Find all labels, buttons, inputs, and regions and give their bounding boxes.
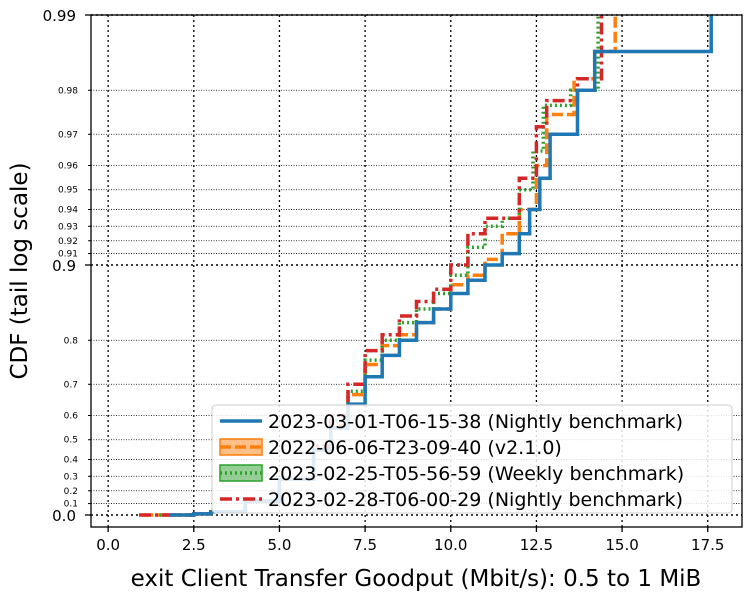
y-minor-tick-label: 0.94 [58, 206, 78, 216]
plot-frame [90, 14, 743, 528]
y-minor-tick-label: 0.98 [58, 86, 78, 96]
x-axis-label: exit Client Transfer Goodput (Mbit/s): 0… [131, 566, 702, 592]
y-minor-tick-label: 0.97 [58, 130, 78, 140]
y-axis-label: CDF (tail log scale) [7, 162, 33, 379]
x-tick-label: 5.0 [268, 536, 292, 554]
y-minor-tick-label: 0.93 [58, 222, 78, 232]
y-minor-tick-label: 0.4 [64, 456, 79, 466]
y-minor-tick-label: 0.91 [58, 250, 78, 260]
x-tick-label: 2.5 [182, 536, 206, 554]
y-major-tick-label: 0.0 [52, 507, 76, 525]
x-tick-label: 10.0 [434, 536, 467, 554]
x-tick-label: 17.5 [691, 536, 724, 554]
ticks: 0.0 2.5 5.0 7.5 10.0 12.5 15.0 17.5 0.1 0.2 0.3 0.4… [43, 7, 725, 554]
y-minor-tick-label: 0.6 [64, 412, 79, 422]
x-tick-label: 7.5 [353, 536, 377, 554]
x-tick-label: 15.0 [605, 536, 638, 554]
legend-label: 2023-02-28-T06-00-29 (Nightly benchmark) [268, 489, 683, 511]
legend-label: 2023-02-25-T05-56-59 (Weekly benchmark) [268, 463, 684, 485]
y-minor-tick-label: 0.7 [64, 380, 78, 390]
legend-label: 2022-06-06-T23-09-40 (v2.1.0) [268, 437, 562, 459]
x-tick-label: 12.5 [520, 536, 553, 554]
y-minor-tick-label: 0.2 [64, 487, 78, 497]
y-minor-tick-label: 0.95 [58, 186, 78, 196]
y-minor-tick-label: 0.5 [64, 436, 78, 446]
y-minor-tick-label: 0.96 [58, 162, 78, 172]
legend-box [211, 404, 733, 514]
legend-label: 2023-03-01-T06-15-38 (Nightly benchmark) [268, 411, 683, 433]
x-tick-label: 0.0 [96, 536, 120, 554]
y-major-tick-label: 0.99 [43, 7, 76, 25]
legend: 2023-03-01-T06-15-38 (Nightly benchmark)… [211, 404, 733, 514]
y-minor-tick-label: 0.1 [64, 500, 78, 510]
y-minor-tick-label: 0.3 [64, 472, 78, 482]
y-minor-tick-label: 0.92 [58, 237, 78, 247]
y-major-tick-label: 0.9 [52, 257, 76, 275]
y-minor-tick-label: 0.8 [64, 336, 79, 346]
